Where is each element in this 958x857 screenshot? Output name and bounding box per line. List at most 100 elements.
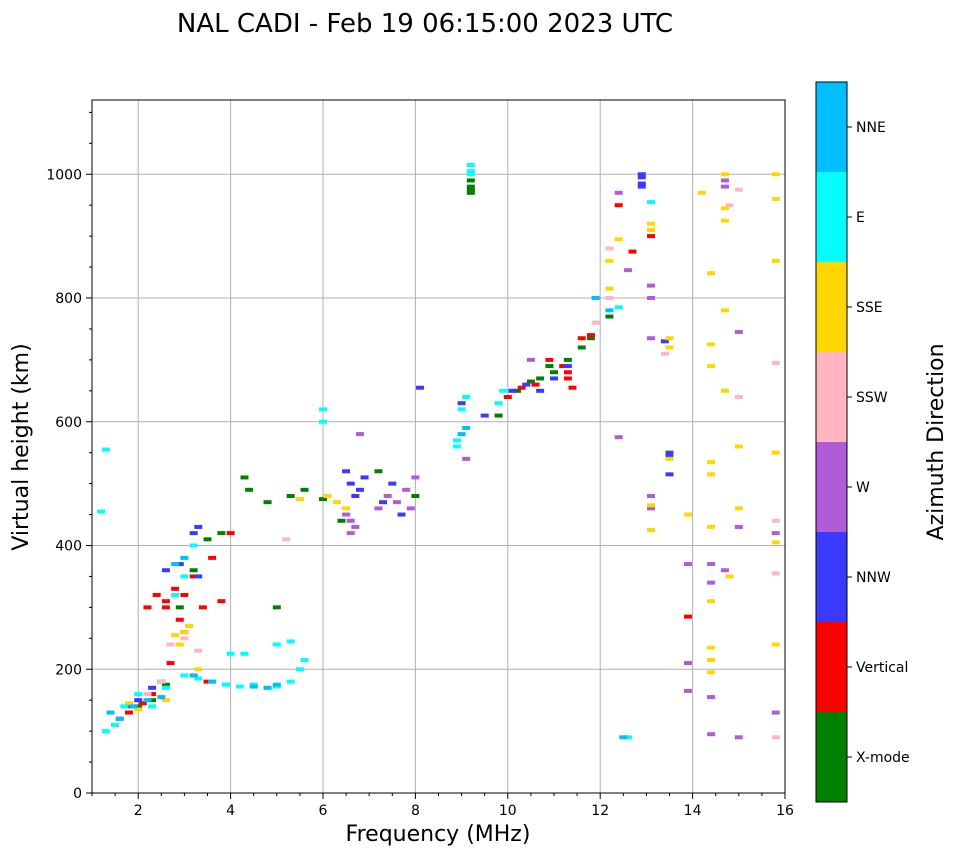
colorbar-segment — [816, 172, 847, 262]
echo-point-w — [647, 494, 656, 498]
x-tick-label: 14 — [684, 803, 702, 819]
echo-point-ssw — [771, 360, 780, 365]
echo-point-w — [526, 357, 535, 362]
echo-point-e — [452, 438, 461, 443]
echo-point-e — [171, 593, 180, 597]
echo-point-nnw — [665, 472, 674, 477]
echo-point-sse — [707, 472, 716, 477]
echo-point-sse — [124, 701, 133, 706]
echo-point-e — [466, 169, 475, 174]
echo-point-x-mode — [466, 178, 475, 183]
echo-point-ssw — [157, 679, 166, 684]
echo-point-sse — [771, 258, 780, 263]
echo-point-nne — [462, 425, 471, 430]
echo-point-x-mode — [563, 357, 572, 362]
echo-point-sse — [134, 707, 143, 712]
echo-point-sse — [647, 503, 656, 508]
echo-point-x-mode — [513, 388, 522, 393]
echo-point-nne — [263, 685, 272, 690]
echo-point-vertical — [124, 710, 133, 715]
echo-point-sse — [720, 218, 729, 223]
echo-point-nnw — [550, 376, 558, 381]
echo-point-vertical — [208, 555, 217, 560]
echo-point-x-mode — [494, 413, 503, 418]
echo-point-sse — [647, 221, 656, 226]
y-tick-label: 800 — [55, 291, 82, 307]
echo-point-w — [402, 487, 411, 492]
grid-lines — [92, 100, 786, 794]
echo-point-x-mode — [286, 494, 295, 498]
echo-point-nnw — [660, 339, 669, 344]
echo-point-sse — [707, 271, 716, 276]
chart-title: NAL CADI - Feb 19 06:15:00 2023 UTC — [177, 9, 673, 39]
echo-point-sse — [771, 172, 780, 177]
echo-point-vertical — [143, 605, 152, 610]
echo-point-w — [647, 296, 656, 300]
echo-point-nnw — [124, 704, 133, 709]
echo-point-nne — [189, 673, 198, 678]
echo-point-e — [240, 651, 249, 656]
echo-point-nnw — [457, 401, 466, 406]
echo-point-nnw — [351, 494, 360, 498]
y-tick-label: 1000 — [46, 167, 82, 183]
echo-point-w — [411, 475, 420, 480]
colorbar-label: NNE — [856, 120, 886, 136]
colorbar-segment — [816, 262, 847, 352]
echo-point-sse — [720, 206, 729, 211]
echo-point-x-mode — [319, 497, 327, 502]
echo-point-w — [346, 518, 355, 523]
echo-point-sse — [194, 667, 203, 672]
echo-point-ssw — [143, 692, 152, 696]
colorbar-label: W — [856, 480, 870, 496]
echo-point-vertical — [226, 531, 235, 536]
echo-point-sse — [707, 524, 716, 529]
colorbar-segment — [816, 712, 847, 802]
echo-point-sse — [707, 364, 716, 369]
echo-point-vertical — [171, 586, 180, 591]
y-axis-title: Virtual height (km) — [9, 343, 34, 550]
echo-point-w — [771, 531, 780, 536]
echo-point-ssw — [734, 395, 743, 399]
echo-point-nne — [272, 682, 281, 687]
echo-point-vertical — [203, 679, 212, 684]
echo-point-sse — [720, 172, 729, 177]
echo-point-nnw — [637, 175, 646, 180]
echo-point-w — [374, 506, 383, 511]
colorbar-segment — [816, 622, 847, 712]
echo-point-e — [319, 419, 327, 424]
echo-point-x-mode — [374, 469, 383, 474]
colorbar-label: X-mode — [856, 750, 910, 766]
echo-point-e — [466, 172, 475, 177]
echo-point-x-mode — [605, 314, 614, 319]
echo-point-nne — [157, 695, 166, 700]
echo-point-sse — [771, 197, 780, 201]
echo-point-nnw — [355, 487, 364, 492]
echo-point-sse — [734, 444, 743, 449]
echo-point-w — [683, 661, 692, 666]
echo-point-w — [355, 432, 364, 437]
echo-point-x-mode — [148, 698, 157, 703]
echo-point-e — [499, 388, 508, 393]
echo-point-vertical — [647, 234, 656, 239]
x-axis-title: Frequency (MHz) — [346, 822, 531, 847]
echo-point-vertical — [517, 385, 526, 390]
echo-point-sse — [295, 497, 304, 502]
colorbar-segment — [816, 352, 847, 442]
echo-point-sse — [720, 308, 729, 313]
echo-point-nnw — [148, 685, 157, 690]
colorbar-frame — [815, 81, 848, 803]
echo-point-nnw — [637, 181, 646, 186]
echo-point-sse — [180, 630, 189, 635]
echo-point-e — [286, 639, 295, 644]
echo-point-e — [134, 692, 143, 696]
echo-point-e — [97, 509, 106, 514]
echo-point-vertical — [559, 364, 568, 369]
echo-point-e — [111, 722, 120, 727]
x-tick-label: 16 — [776, 803, 794, 819]
echo-point-nnw — [194, 524, 203, 529]
x-tick-label: 4 — [226, 803, 235, 819]
echo-point-e — [462, 395, 471, 399]
echo-point-x-mode — [545, 364, 554, 369]
echo-point-e — [189, 543, 198, 548]
echo-point-sse — [605, 286, 614, 291]
